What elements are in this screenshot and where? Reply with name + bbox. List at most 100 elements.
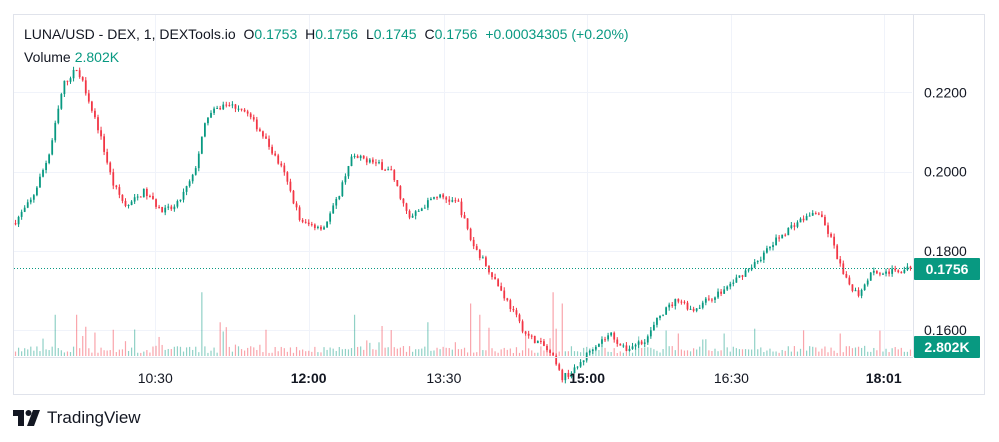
volume-bar [650, 347, 652, 356]
volume-bar [45, 349, 47, 356]
volume-bar [732, 346, 734, 356]
candle-body [313, 224, 316, 228]
volume-bar [100, 347, 102, 356]
candle-body [139, 196, 142, 198]
volume-bar [787, 346, 789, 356]
price-axis[interactable]: 0.2200 0.2000 0.1800 0.1600 [924, 84, 967, 338]
candle-body [191, 174, 194, 182]
candle-body [246, 111, 249, 114]
candle-body [668, 304, 671, 308]
volume-badge: 2.802K [914, 336, 980, 358]
chart-frame[interactable] [13, 14, 985, 395]
legend-ohlc: LUNA/USD - DEX, 1, DEXTools.io O0.1753 H… [24, 26, 629, 42]
volume-bar [616, 352, 618, 356]
candle-body [45, 162, 47, 171]
volume-bar [283, 348, 285, 356]
volume-bar [888, 352, 890, 356]
candle-body [408, 210, 411, 218]
candle-body [185, 186, 188, 192]
volume-bar [387, 347, 389, 356]
volume-bar [430, 350, 432, 356]
volume-bar [402, 346, 405, 356]
volume-bar [558, 351, 560, 356]
volume-bar [85, 326, 87, 356]
volume-bar [390, 330, 392, 356]
volume-bar [317, 352, 319, 356]
volume-bar [161, 344, 163, 356]
volume-bar [668, 346, 670, 356]
volume-bar [619, 351, 621, 356]
candle-body [833, 236, 836, 246]
volume-bar [494, 351, 496, 356]
volume-bar [185, 347, 188, 356]
candle-body [524, 331, 527, 334]
candle-body [283, 165, 286, 173]
candle-body [155, 199, 157, 207]
candle-body [127, 205, 130, 207]
volume-bar [363, 349, 365, 356]
volume-bar [381, 326, 383, 356]
volume-bar [17, 347, 20, 356]
candle-body [213, 108, 215, 113]
volume-bar [173, 346, 175, 356]
volume-label[interactable]: Volume [24, 49, 71, 65]
volume-bar [864, 345, 866, 356]
candle-body [454, 200, 457, 202]
candle-body [659, 315, 661, 318]
volume-bar [213, 347, 215, 356]
candle-body [78, 70, 81, 78]
candle-body [329, 213, 332, 222]
candle-body [396, 180, 399, 187]
volume-bar [479, 314, 481, 356]
volume-bar [33, 350, 35, 356]
tradingview-logo[interactable]: TradingView [13, 408, 141, 428]
candle-body [543, 341, 545, 346]
candle-body [491, 272, 493, 278]
volume-bar [369, 342, 371, 356]
candle-body [744, 270, 747, 277]
candle-body [607, 335, 609, 340]
candle-body [426, 200, 429, 208]
volume-bar [470, 303, 472, 356]
candle-body [753, 262, 756, 268]
candle-body [799, 218, 802, 223]
volume-bar [842, 352, 844, 356]
volume-bar [292, 352, 295, 356]
volume-bar [311, 351, 313, 356]
candle-body [436, 197, 438, 199]
candle-body [536, 341, 539, 344]
candle-body [604, 339, 606, 341]
symbol-title[interactable]: LUNA/USD - DEX, 1, DEXTools.io [24, 26, 236, 42]
volume-bar [473, 352, 475, 356]
candle-body [598, 343, 600, 347]
volume-bar [344, 348, 347, 356]
time-axis[interactable]: 10:30 12:00 13:30 15:00 16:30 18:01 [138, 370, 902, 386]
candle-body [533, 335, 536, 344]
volume-bar [448, 348, 450, 356]
volume-bar [350, 348, 353, 356]
volume-bar [72, 346, 75, 356]
candle-body [237, 108, 240, 110]
candle-body [262, 131, 264, 137]
candle-body [778, 237, 781, 239]
volume-bar [854, 347, 857, 356]
candle-body [152, 196, 154, 200]
volume-bar [506, 349, 508, 356]
volume-bar [195, 346, 197, 356]
volume-bar [216, 352, 218, 356]
candle-body [423, 207, 426, 209]
volume-bar [772, 351, 774, 356]
candle-body [653, 324, 655, 331]
candle-body [173, 206, 176, 210]
candlesticks [14, 66, 912, 384]
candle-body [509, 300, 512, 310]
volume-bar [418, 349, 420, 356]
volume-bar [894, 347, 896, 356]
candle-body [836, 245, 839, 260]
price-tick-label: 0.1800 [924, 243, 967, 259]
volume-bar [88, 348, 90, 356]
volume-bar [570, 346, 573, 356]
volume-bar [525, 335, 527, 356]
volume-bar [885, 348, 887, 356]
